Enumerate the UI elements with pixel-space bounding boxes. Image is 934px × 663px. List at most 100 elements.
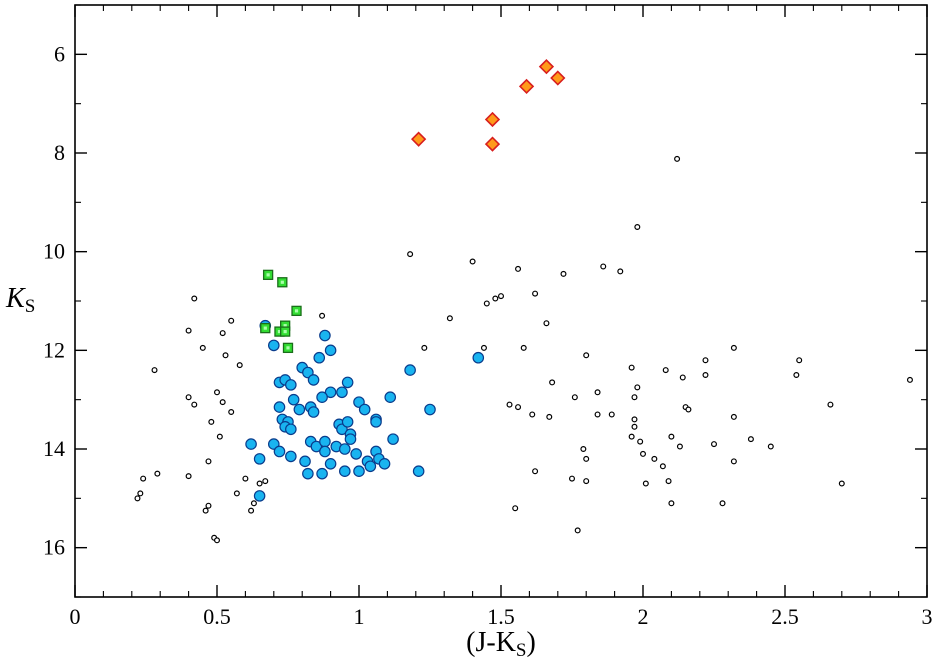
field-star-point [827, 401, 834, 408]
cyan-point [319, 435, 331, 448]
cyan-point [293, 403, 306, 416]
cyan-point [299, 455, 311, 468]
field-star-point [668, 500, 675, 507]
y-tick-label: 8 [54, 140, 65, 165]
cyan-point [472, 351, 485, 364]
cyan-point [341, 416, 354, 428]
orange-diamond-point [484, 111, 501, 128]
field-star-point [140, 475, 147, 482]
y-tick-label: 16 [43, 535, 65, 560]
field-star-point [594, 389, 601, 396]
green-square-point-highlight [266, 273, 270, 277]
cyan-point [316, 467, 328, 480]
cyan-point [273, 401, 286, 413]
cyan-point [378, 457, 391, 470]
cyan-point [350, 448, 362, 460]
y-axis-title: KS [5, 283, 35, 317]
plot-area [74, 4, 928, 598]
field-star-point [262, 478, 269, 485]
field-star-point [838, 480, 845, 487]
field-star-point [236, 362, 243, 369]
axis-ticks [74, 4, 928, 598]
field-star-point [515, 404, 522, 411]
field-star-point [906, 376, 913, 383]
field-star-point [469, 258, 476, 265]
cyan-point [424, 403, 436, 416]
field-star-point [617, 268, 624, 275]
green-square-point-highlight [277, 329, 282, 334]
field-star-point [202, 507, 209, 514]
cyan-point [412, 465, 425, 477]
field-star-point [583, 352, 590, 359]
field-star-point [793, 372, 800, 379]
x-axis-title-sub: S [516, 640, 527, 661]
y-tick-label: 10 [43, 239, 65, 264]
orange-diamond-point [538, 59, 555, 75]
cyan-point [338, 465, 351, 477]
cyan-point [253, 453, 266, 465]
y-tick-label: 14 [43, 436, 65, 461]
field-star-point [248, 507, 255, 514]
x-tick-label: 1.5 [487, 604, 515, 629]
field-star-point [191, 295, 198, 302]
cyan-point [313, 351, 326, 364]
field-star-point [583, 478, 590, 485]
x-tick-label: 2 [638, 604, 649, 629]
x-tick-label: 1 [354, 604, 365, 629]
field-star-point [676, 443, 683, 450]
cyan-point [364, 460, 377, 473]
cyan-point [324, 457, 337, 470]
field-star-point [571, 394, 578, 401]
y-tick-label: 6 [54, 41, 65, 66]
field-star-point [250, 500, 257, 507]
field-star-point [679, 374, 686, 381]
field-star-point [185, 394, 192, 401]
green-square-point-highlight [294, 309, 299, 313]
field-star-point [137, 490, 144, 497]
cyan-point [273, 445, 286, 458]
field-star-point [512, 505, 519, 512]
field-star-point [651, 455, 658, 462]
field-star-point [222, 352, 229, 359]
cyan-point [319, 445, 331, 458]
field-star-point [600, 263, 607, 270]
x-tick-label: 2.5 [771, 604, 799, 629]
field-star-point [662, 367, 669, 374]
field-star-point [631, 394, 638, 401]
cyan-point [404, 364, 416, 376]
field-star-point [719, 500, 726, 507]
field-star-point [747, 436, 754, 443]
field-star-point [191, 401, 198, 408]
cyan-point [336, 386, 348, 399]
orange-diamond-point [411, 131, 427, 147]
cyan-point [267, 339, 280, 352]
field-star-point [767, 443, 774, 450]
field-star-point [594, 411, 601, 418]
field-star-point [407, 251, 414, 258]
cyan-point [285, 423, 297, 436]
green-square-point-highlight [280, 280, 284, 284]
field-star-point [568, 475, 575, 482]
field-star-point [205, 458, 212, 465]
field-star-point [214, 389, 221, 396]
field-star-point [637, 438, 644, 445]
field-star-point [659, 463, 666, 470]
cyan-point [319, 329, 331, 342]
cyan-point [310, 440, 323, 453]
field-star-point [446, 315, 453, 322]
field-star-point [730, 344, 737, 351]
cyan-point [324, 386, 337, 399]
cyan-point [245, 438, 257, 450]
x-axis-title-main: (J-K [466, 627, 516, 658]
field-star-point [515, 265, 522, 272]
field-star-point [702, 357, 709, 364]
x-axis-title: (J-KS) [466, 627, 536, 661]
field-star-point [574, 527, 581, 534]
field-star-point [151, 367, 158, 374]
field-star-point [639, 450, 646, 457]
field-star-point [208, 418, 215, 425]
field-star-point [634, 384, 641, 391]
cyan-point [302, 467, 314, 480]
field-star-point [543, 320, 550, 327]
